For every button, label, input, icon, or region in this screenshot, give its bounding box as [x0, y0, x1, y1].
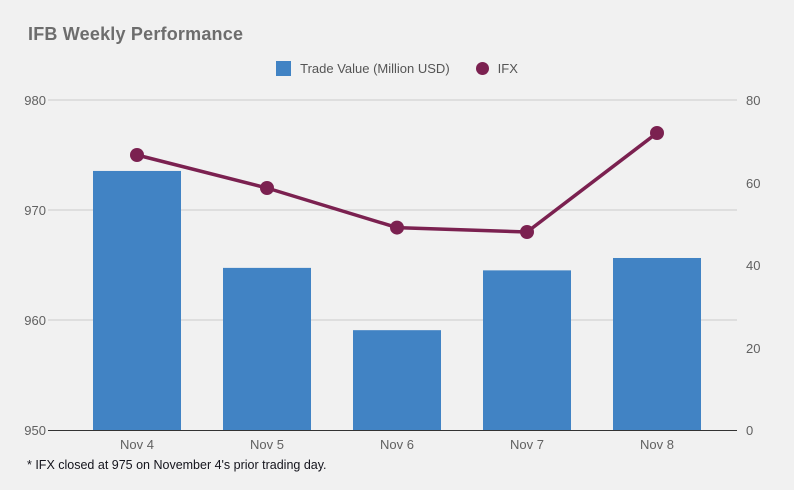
ifx-point-nov-5[interactable]	[260, 181, 274, 195]
right-axis-tick-20: 20	[746, 340, 761, 356]
legend-square-swatch	[276, 61, 292, 76]
x-axis-label-nov-7: Nov 7	[510, 437, 544, 452]
ifx-point-nov-8[interactable]	[650, 126, 664, 140]
bar-nov-6[interactable]	[353, 330, 441, 430]
bar-nov-4[interactable]	[93, 170, 181, 430]
right-axis-tick-60: 60	[746, 175, 761, 191]
bar-nov-5[interactable]	[223, 267, 311, 430]
ifx-point-nov-4[interactable]	[130, 148, 144, 162]
legend-item-trade-value: Trade Value (Million USD)	[276, 61, 450, 76]
left-axis-tick-980: 980	[24, 93, 46, 108]
bar-nov-8[interactable]	[613, 257, 701, 430]
ifx-point-nov-7[interactable]	[520, 225, 534, 239]
bar-nov-7[interactable]	[483, 270, 571, 430]
legend-item-ifx: IFX	[475, 61, 518, 76]
ifx-line	[136, 131, 659, 234]
legend-circle-swatch	[475, 62, 489, 75]
x-axis-label-nov-4: Nov 4	[120, 437, 154, 452]
right-axis-tick-0: 0	[746, 423, 754, 438]
right-axis-tick-40: 40	[746, 258, 761, 273]
left-axis-tick-950: 950	[24, 423, 46, 438]
legend-label: IFX	[497, 61, 518, 76]
chart-legend: Trade Value (Million USD) IFX	[0, 61, 794, 76]
chart-footnote: * IFX closed at 975 on November 4's prio…	[27, 458, 327, 472]
x-axis-label-nov-5: Nov 5	[250, 437, 284, 452]
x-axis-label-nov-8: Nov 8	[640, 437, 674, 452]
chart-title: IFB Weekly Performance	[28, 24, 244, 44]
x-axis-label-nov-6: Nov 6	[380, 437, 414, 452]
legend-label: Trade Value (Million USD)	[300, 61, 450, 76]
left-axis-tick-960: 960	[24, 313, 46, 328]
left-axis-tick-970: 970	[24, 203, 46, 218]
right-axis-tick-80: 80	[746, 93, 761, 108]
ifx-point-nov-6[interactable]	[390, 220, 404, 235]
